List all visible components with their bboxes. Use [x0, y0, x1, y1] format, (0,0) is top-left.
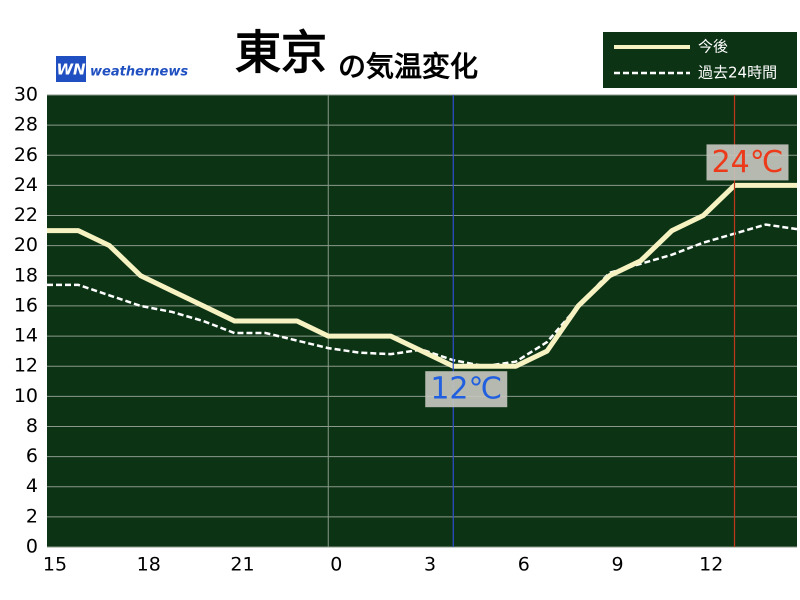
series-line	[47, 223, 798, 368]
legend-label: 過去24時間	[698, 64, 777, 82]
y-tick-label: 28	[14, 114, 38, 136]
chart-subtitle: の気温変化	[338, 50, 478, 83]
legend-box	[603, 32, 797, 88]
annotation-label: 12℃	[430, 372, 502, 407]
logo: WN weathernews	[56, 56, 188, 82]
y-tick-label: 12	[14, 355, 38, 377]
y-tick-label: 6	[26, 445, 38, 467]
plot-area	[47, 95, 797, 547]
x-tick-label: 9	[611, 554, 623, 576]
annotation: 24℃	[706, 144, 789, 181]
logo-text: weathernews	[90, 65, 188, 80]
x-tick-label: 18	[137, 554, 161, 576]
y-tick-label: 22	[14, 204, 38, 226]
y-tick-label: 0	[26, 536, 38, 558]
y-tick-label: 16	[14, 294, 38, 316]
x-tick-label: 3	[424, 554, 436, 576]
x-tick-label: 0	[330, 554, 342, 576]
annotation: 12℃	[425, 371, 508, 408]
y-tick-label: 24	[14, 174, 38, 196]
series-line	[47, 182, 797, 369]
x-tick-label: 12	[699, 554, 723, 576]
x-tick-label: 21	[230, 554, 254, 576]
chart-title: 東京	[235, 26, 327, 80]
legend-label: 今後	[698, 38, 728, 56]
logo-mark: WN	[56, 61, 86, 79]
y-tick-label: 30	[14, 84, 38, 106]
x-tick-label: 15	[43, 554, 67, 576]
y-tick-label: 18	[14, 264, 38, 286]
y-tick-label: 14	[14, 325, 38, 347]
annotation-box	[425, 371, 508, 408]
logo-badge	[56, 56, 86, 82]
y-tick-label: 20	[14, 234, 38, 256]
y-tick-label: 4	[26, 475, 38, 497]
y-tick-label: 10	[14, 385, 38, 407]
x-tick-label: 6	[518, 554, 530, 576]
y-tick-label: 26	[14, 144, 38, 166]
annotation-label: 24℃	[712, 145, 784, 180]
annotation-box	[706, 144, 789, 181]
y-tick-label: 8	[26, 415, 38, 437]
y-tick-label: 2	[26, 505, 38, 527]
